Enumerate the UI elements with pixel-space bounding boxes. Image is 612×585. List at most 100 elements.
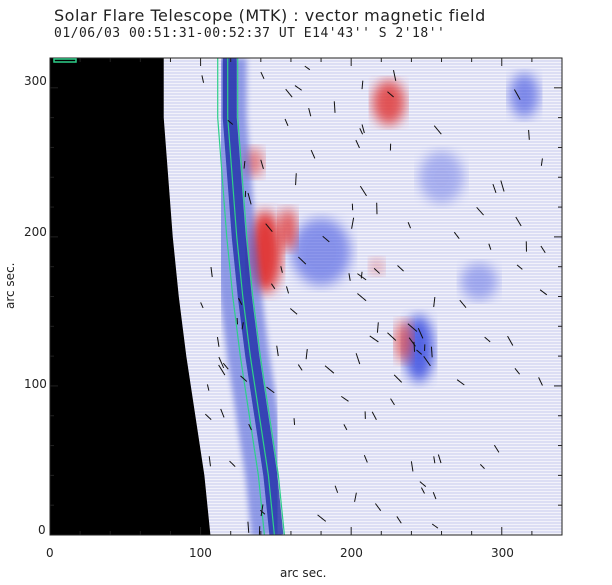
field-vector	[357, 293, 367, 302]
field-vector	[220, 408, 225, 418]
field-vector	[419, 481, 427, 488]
field-vector	[348, 273, 351, 281]
field-vector	[308, 107, 312, 117]
field-vector	[259, 509, 266, 515]
field-vector	[243, 160, 246, 169]
field-vector	[218, 356, 225, 369]
field-vector	[222, 362, 229, 370]
field-vector	[355, 353, 361, 365]
plot-subtitle: 01/06/03 00:51:31-00:52:37 UT E14'43'' S…	[54, 26, 446, 41]
field-vector	[423, 356, 431, 367]
field-vector	[407, 221, 412, 229]
x-tick-label: 0	[46, 546, 54, 560]
negative-polarity-patch	[460, 262, 499, 301]
field-vector	[492, 183, 497, 193]
positive-polarity-patch	[372, 80, 406, 126]
field-vector	[357, 273, 367, 281]
x-tick-label: 200	[340, 546, 363, 560]
field-vector	[431, 523, 439, 529]
positive-polarity-patch	[394, 320, 413, 363]
field-vector	[376, 322, 379, 333]
field-vector	[540, 245, 546, 254]
field-contour	[227, 58, 275, 535]
field-vector	[363, 455, 368, 463]
field-vector	[260, 159, 264, 170]
field-vector	[285, 286, 290, 294]
field-vector	[459, 299, 467, 308]
field-vector	[476, 206, 484, 216]
field-vector	[206, 384, 210, 391]
field-vector	[369, 335, 379, 343]
field-vector	[276, 345, 279, 357]
negative-polarity-patch	[509, 72, 540, 118]
limb-field-core	[222, 58, 284, 535]
field-vector	[298, 256, 307, 265]
x-axis-label: arc sec.	[280, 566, 327, 580]
field-vector	[355, 139, 360, 149]
field-vector	[341, 395, 349, 402]
field-vector	[390, 398, 395, 406]
field-vector	[247, 192, 252, 205]
field-vector	[293, 418, 296, 425]
positive-polarity-patch	[369, 257, 385, 276]
field-vector	[241, 322, 244, 330]
positive-polarity-patch	[278, 208, 297, 251]
off-limb-sky	[50, 58, 211, 535]
field-vector	[201, 75, 205, 83]
field-vector	[247, 521, 250, 533]
field-vector	[507, 335, 514, 346]
plot-title: Solar Flare Telescope (MTK) : vector mag…	[54, 6, 486, 25]
field-vector	[334, 485, 339, 493]
field-vector	[227, 120, 234, 125]
field-vector	[216, 336, 220, 347]
field-vector	[433, 125, 442, 135]
negative-polarity-patch	[418, 151, 465, 204]
field-vector	[260, 504, 264, 517]
field-vector	[305, 348, 308, 360]
field-vector	[294, 85, 302, 91]
field-vector	[210, 266, 213, 278]
field-vector	[516, 264, 523, 270]
field-vector	[354, 492, 357, 502]
field-vector	[393, 374, 403, 383]
field-vector	[539, 289, 548, 296]
field-vector	[540, 158, 543, 166]
field-vector	[208, 456, 211, 467]
field-vector	[515, 216, 522, 227]
field-vector	[371, 411, 377, 420]
field-vector	[317, 514, 327, 522]
field-vector	[430, 346, 433, 358]
field-vector	[396, 516, 402, 524]
field-vector	[433, 296, 436, 308]
field-vector	[361, 80, 364, 90]
field-vector	[437, 454, 442, 464]
field-vector	[200, 302, 204, 309]
field-vector	[265, 223, 273, 233]
x-tick-label: 100	[189, 546, 212, 560]
field-vector	[397, 265, 404, 272]
field-vector	[229, 460, 236, 468]
field-vector	[351, 217, 355, 229]
field-vector	[310, 149, 316, 159]
field-vector	[410, 461, 414, 472]
field-vector	[417, 327, 424, 339]
field-vector	[528, 129, 530, 140]
field-vector	[375, 503, 382, 511]
field-vector	[297, 364, 303, 371]
negative-polarity-patch	[290, 218, 352, 286]
field-vector	[493, 444, 500, 453]
y-axis-label: arc sec.	[3, 262, 17, 309]
field-vector	[333, 101, 336, 113]
field-vector	[285, 88, 293, 98]
field-vector	[218, 364, 226, 376]
field-vector	[324, 365, 335, 374]
field-vector	[456, 379, 465, 386]
field-vector	[407, 323, 418, 332]
field-vector	[238, 297, 243, 305]
field-vector	[432, 491, 437, 500]
field-vector	[248, 423, 252, 431]
field-vector	[416, 349, 423, 355]
field-vector	[513, 89, 521, 100]
field-vector	[453, 231, 460, 239]
